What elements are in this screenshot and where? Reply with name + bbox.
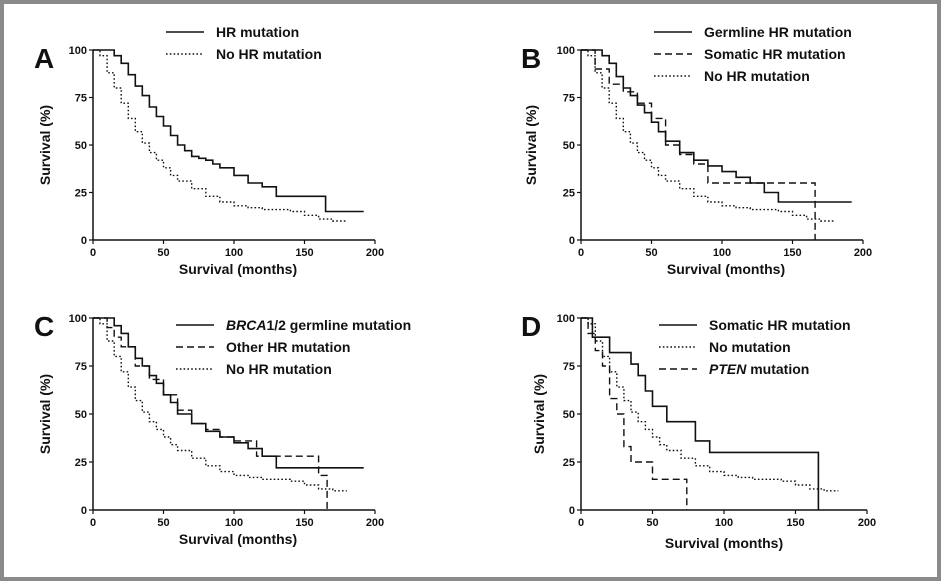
x-tick-label: 100 xyxy=(225,517,243,529)
series-line-3 xyxy=(581,317,688,510)
y-tick-label: 100 xyxy=(557,313,575,325)
y-tick-label: 0 xyxy=(569,235,575,247)
y-tick-label: 0 xyxy=(81,505,87,517)
y-tick-label: 25 xyxy=(75,457,87,469)
panel-b: B 0 25 50 75 100 0 50 100 150 200 Survival (months)… xyxy=(521,24,872,277)
x-axis-label: Survival (months) xyxy=(665,535,783,551)
legend-label: No HR mutation xyxy=(704,68,810,84)
y-axis-label: Survival (%) xyxy=(523,105,539,185)
y-tick-label: 75 xyxy=(75,361,87,373)
panel-a: A 0 25 50 75 100 0 50 100 150 200 Survival (months)… xyxy=(34,24,384,277)
panel-d: D 0 25 50 75 100 0 50 100 150 200 Survival (months)… xyxy=(521,311,876,551)
legend-label: Germline HR mutation xyxy=(704,24,852,40)
legend-label: Somatic HR mutation xyxy=(704,46,846,62)
panel-letter: D xyxy=(521,311,541,342)
panel-c: C 0 25 50 75 100 0 50 100 150 200 Survival (months)… xyxy=(34,311,411,547)
x-tick-label: 150 xyxy=(783,247,801,259)
y-axis-label: Survival (%) xyxy=(37,374,53,454)
panel-letter: A xyxy=(34,43,54,74)
legend-label: Somatic HR mutation xyxy=(709,317,851,333)
legend-label: BRCA1/2 germline mutation xyxy=(226,317,411,333)
y-tick-label: 50 xyxy=(563,409,575,421)
x-tick-label: 150 xyxy=(295,247,313,259)
series-line-1 xyxy=(93,49,364,213)
y-tick-label: 75 xyxy=(75,93,87,105)
panel-letter: B xyxy=(521,43,541,74)
x-tick-label: 50 xyxy=(157,247,169,259)
y-tick-label: 50 xyxy=(75,140,87,152)
panel-letter: C xyxy=(34,311,54,342)
x-tick-label: 0 xyxy=(578,247,584,259)
x-tick-label: 200 xyxy=(366,517,384,529)
y-tick-label: 0 xyxy=(569,505,575,517)
y-axis-label: Survival (%) xyxy=(531,374,547,454)
y-tick-label: 25 xyxy=(563,188,575,200)
legend-label: Other HR mutation xyxy=(226,339,350,355)
x-tick-label: 50 xyxy=(646,517,658,529)
y-tick-label: 50 xyxy=(75,409,87,421)
x-tick-label: 0 xyxy=(90,247,96,259)
legend-label: HR mutation xyxy=(216,24,299,40)
y-tick-label: 50 xyxy=(563,140,575,152)
y-tick-label: 25 xyxy=(75,188,87,200)
y-tick-label: 75 xyxy=(563,361,575,373)
x-tick-label: 200 xyxy=(366,247,384,259)
y-tick-label: 100 xyxy=(69,313,87,325)
y-tick-label: 100 xyxy=(69,45,87,57)
y-tick-label: 25 xyxy=(563,457,575,469)
legend-label: PTEN mutation xyxy=(709,361,809,377)
x-tick-label: 200 xyxy=(858,517,876,529)
series-line-2 xyxy=(581,49,816,240)
y-tick-label: 0 xyxy=(81,235,87,247)
x-tick-label: 100 xyxy=(713,247,731,259)
x-tick-label: 0 xyxy=(90,517,96,529)
x-tick-label: 100 xyxy=(715,517,733,529)
series-line-3 xyxy=(581,49,835,222)
x-tick-label: 50 xyxy=(157,517,169,529)
survival-figure: A 0 25 50 75 100 0 50 100 150 200 Survival (months)… xyxy=(34,24,876,551)
x-tick-label: 150 xyxy=(786,517,804,529)
x-axis-label: Survival (months) xyxy=(667,261,785,277)
y-tick-label: 100 xyxy=(557,45,575,57)
series-line-3 xyxy=(93,317,347,492)
y-axis-label: Survival (%) xyxy=(37,105,53,185)
legend-label: No HR mutation xyxy=(216,46,322,62)
legend-label: No HR mutation xyxy=(226,361,332,377)
x-tick-label: 200 xyxy=(854,247,872,259)
x-tick-label: 150 xyxy=(295,517,313,529)
series-line-2 xyxy=(93,49,347,222)
x-tick-label: 0 xyxy=(578,517,584,529)
x-axis-label: Survival (months) xyxy=(179,261,297,277)
x-axis-label: Survival (months) xyxy=(179,531,297,547)
x-tick-label: 50 xyxy=(645,247,657,259)
y-tick-label: 75 xyxy=(563,93,575,105)
x-tick-label: 100 xyxy=(225,247,243,259)
legend-label: No mutation xyxy=(709,339,791,355)
series-line-1 xyxy=(581,317,820,510)
